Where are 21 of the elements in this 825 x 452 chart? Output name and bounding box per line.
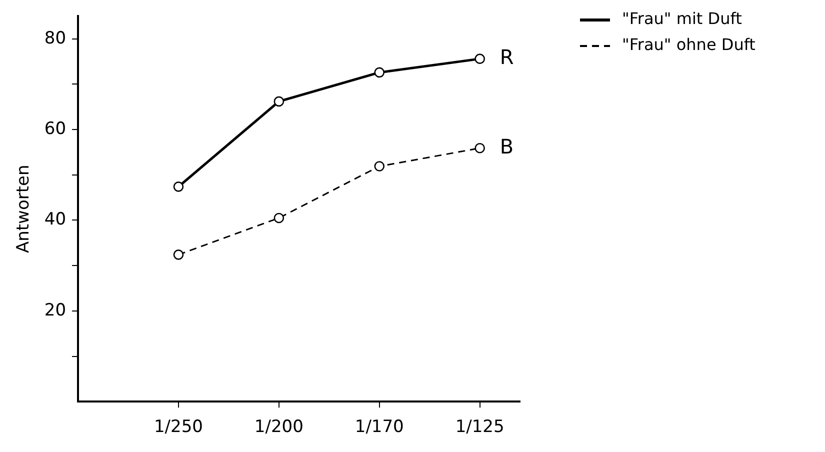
x-tick-label: 1/170 <box>354 417 404 438</box>
point <box>173 250 184 260</box>
y-tick-label: 80 <box>44 28 66 48</box>
y-tick-label: 20 <box>44 300 66 320</box>
legend-label: "Frau" mit Duft <box>622 9 742 28</box>
y-axis-title: Antworten <box>14 164 34 254</box>
annotation: R <box>500 45 514 70</box>
y-tick-label: 60 <box>44 118 66 139</box>
point <box>474 142 485 154</box>
x-tick-label: 1/250 <box>154 417 203 438</box>
y-tick-label: 40 <box>44 210 66 230</box>
point <box>274 212 284 224</box>
point <box>274 96 284 107</box>
point <box>374 161 385 172</box>
x-tick-label: 1/125 <box>455 417 504 438</box>
point <box>173 182 184 192</box>
point <box>474 54 485 64</box>
point <box>374 67 385 78</box>
x-tick-label: 1/200 <box>254 417 304 438</box>
legend-label: "Frau" ohne Duft <box>622 35 756 54</box>
annotation: B <box>500 134 514 158</box>
